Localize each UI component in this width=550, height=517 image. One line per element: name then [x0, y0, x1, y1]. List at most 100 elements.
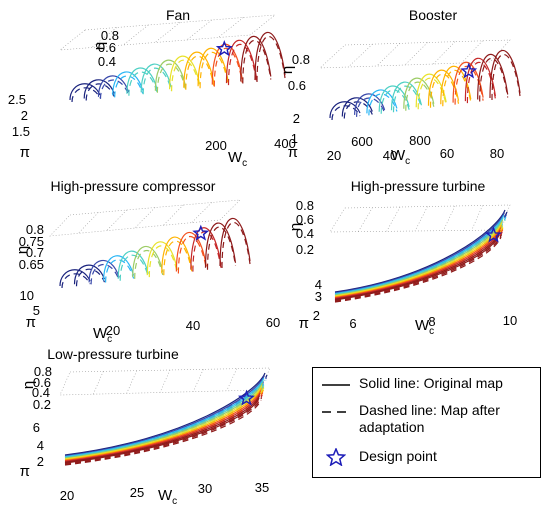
- speed-line-original: [477, 53, 509, 100]
- speed-line-adapted: [185, 55, 215, 90]
- speed-line-original: [334, 217, 504, 295]
- grid: [59, 367, 271, 396]
- x-tick-label: 60: [266, 315, 280, 330]
- speed-line-original: [88, 259, 120, 283]
- speed-line-original: [175, 231, 207, 272]
- y-tick-label: 4: [315, 277, 322, 292]
- speed-line-adapted: [213, 47, 243, 87]
- speed-line-adapted: [64, 397, 263, 465]
- panel-title: High-pressure compressor: [51, 178, 216, 194]
- speed-lines: [59, 217, 251, 289]
- speed-line-original: [169, 55, 201, 90]
- speed-line-original: [334, 232, 501, 300]
- speed-line-original: [334, 212, 505, 294]
- speed-line-adapted: [99, 79, 130, 99]
- speed-line-original: [64, 375, 265, 457]
- speed-line-original: [334, 214, 505, 295]
- speed-line-original: [132, 245, 164, 277]
- legend-label-original: Solid line: Original map: [359, 375, 503, 391]
- y-axis-label: π: [20, 144, 30, 161]
- speed-line-original: [334, 222, 503, 297]
- speed-line-original: [59, 269, 91, 287]
- speed-line-original: [64, 385, 263, 460]
- x-axis-label: Wc: [228, 149, 247, 169]
- speed-line-original: [204, 222, 237, 268]
- x-axis-label: Wc: [93, 325, 112, 345]
- z-tick-label: 0.8: [292, 52, 310, 67]
- x-tick-label: 10: [503, 313, 517, 328]
- grid: [59, 14, 276, 51]
- speed-line-original: [190, 227, 222, 270]
- speed-line-adapted: [75, 268, 106, 287]
- speed-line-original: [64, 380, 264, 458]
- panel-1: Booster 0.6 0.8η 20 40 60 80 Wc 1 2 π: [279, 7, 521, 167]
- panel-4: Low-pressure turbine 0.20.40.60.8 η 20 25 30 3…: [20, 346, 271, 507]
- z-tick-label: 0.2: [33, 397, 51, 412]
- speed-line-adapted: [90, 263, 120, 285]
- speed-line-original: [103, 255, 135, 281]
- z-tick-label: 0.4: [296, 226, 314, 241]
- z-tick-label: 0.8: [34, 364, 52, 379]
- speed-line-adapted: [171, 59, 201, 92]
- speed-line-original: [83, 79, 115, 99]
- y-tick-label: 10: [20, 288, 34, 303]
- grid: [319, 39, 511, 69]
- design-point-star-icon: [192, 224, 210, 241]
- speed-line-adapted: [61, 273, 91, 289]
- y-tick-label: 2: [37, 454, 44, 469]
- x-tick-label: 40: [383, 148, 397, 163]
- speed-line-original: [64, 397, 260, 464]
- speed-line-adapted: [64, 399, 262, 466]
- x-axis-label: Wc: [415, 317, 434, 337]
- speed-line-adapted: [148, 245, 178, 278]
- x-tick-label: 600: [351, 134, 373, 149]
- speed-line-original: [69, 83, 101, 101]
- y-tick-label: 3: [315, 289, 322, 304]
- z-tick-label: 0.7: [26, 245, 44, 260]
- design-point-star-icon: [460, 62, 478, 79]
- speed-line-adapted: [242, 39, 272, 84]
- z-tick-label: 0.6: [33, 375, 51, 390]
- legend-item-adapted: Dashed line: Map after adaptation: [313, 402, 500, 436]
- speed-lines: [334, 209, 508, 303]
- z-axis-label: η: [14, 246, 31, 254]
- speed-line-original: [452, 61, 484, 103]
- speed-line-original: [334, 229, 501, 299]
- legend-item-original: Solid line: Original map: [313, 375, 503, 392]
- speed-line-adapted: [454, 65, 484, 105]
- design-point-star-icon: [237, 389, 255, 406]
- speed-line-original: [64, 390, 262, 462]
- speed-line-adapted: [334, 221, 506, 298]
- speed-line-original: [64, 382, 264, 459]
- speed-line-original: [334, 234, 500, 301]
- speed-lines: [329, 49, 521, 121]
- speed-line-adapted: [71, 87, 101, 103]
- z-tick-label: 0.75: [19, 234, 44, 249]
- speed-line-adapted: [368, 93, 398, 116]
- y-axis-label: π: [299, 315, 309, 332]
- speed-line-adapted: [119, 254, 149, 281]
- x-tick-label: 8: [428, 314, 435, 329]
- speed-line-adapted: [392, 85, 423, 113]
- design-point-star-icon: [484, 226, 503, 243]
- speed-line-original: [225, 39, 258, 84]
- speed-line-original: [64, 392, 261, 462]
- speed-line-adapted: [163, 240, 193, 276]
- grid: [49, 199, 241, 237]
- speed-line-adapted: [85, 83, 115, 101]
- speed-line-original: [354, 93, 386, 115]
- speed-line-original: [334, 224, 502, 298]
- y-axis-label: π: [20, 463, 30, 480]
- speed-line-adapted: [405, 81, 435, 111]
- speed-line-original: [334, 227, 502, 299]
- z-tick-label: 0.8: [26, 222, 44, 237]
- y-tick-label: 2: [21, 108, 28, 123]
- panel-title: Fan: [166, 7, 190, 23]
- grid: [329, 204, 511, 233]
- speed-line-original: [161, 236, 193, 274]
- z-tick-label: 0.2: [296, 242, 314, 257]
- speed-line-original: [64, 372, 266, 456]
- z-tick-label: 0.6: [296, 212, 314, 227]
- speed-line-original: [464, 57, 496, 102]
